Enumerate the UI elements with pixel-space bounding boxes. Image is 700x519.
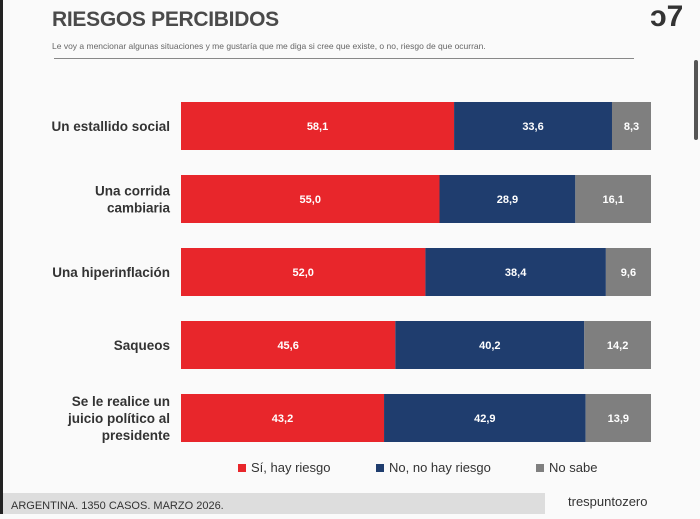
category-label: juicio político al (67, 411, 170, 426)
bar-segment (611, 102, 651, 150)
legend-item-si: Sí, hay riesgo (238, 460, 331, 475)
category-label: Se le realice un (72, 394, 170, 409)
data-label: 38,4 (505, 267, 527, 279)
bar-segment (384, 394, 586, 442)
legend-swatch (238, 463, 246, 472)
data-label: 9,6 (621, 267, 636, 279)
data-label: 40,2 (479, 340, 500, 352)
data-label: 55,0 (300, 194, 321, 206)
bar-segment (181, 248, 426, 296)
bar-segment (395, 321, 585, 369)
page-subtitle: Le voy a mencionar algunas situaciones y… (52, 41, 486, 51)
bar-segment (181, 175, 440, 223)
category-label: Un estallido social (51, 119, 170, 134)
bar-segment (181, 394, 385, 442)
bar-segment (454, 102, 612, 150)
data-label: 42,9 (474, 413, 495, 425)
legend-label: No, no hay riesgo (389, 460, 491, 475)
bar-segment (181, 102, 455, 150)
footer-note: ARGENTINA. 1350 CASOS. MARZO 2026. (3, 493, 545, 514)
data-label: 43,2 (272, 413, 293, 425)
category-label: cambiaria (107, 201, 171, 216)
bar-segment (605, 248, 651, 296)
data-label: 14,2 (607, 340, 628, 352)
brand-logo: trespuntozero (568, 494, 648, 509)
divider (54, 58, 634, 59)
corner-logo-icon: ↄ7 (650, 0, 684, 33)
data-label: 8,3 (624, 121, 639, 133)
legend-swatch (376, 463, 384, 472)
legend-swatch (536, 463, 544, 472)
category-label: Una hiperinflación (52, 265, 170, 280)
bar-segment (425, 248, 606, 296)
legend-item-nosabe: No sabe (536, 460, 597, 475)
legend-label: Sí, hay riesgo (251, 460, 331, 475)
window-frame (0, 0, 3, 514)
bar-segment (584, 321, 651, 369)
category-label: Una corrida (95, 184, 171, 199)
bar-segment (585, 394, 651, 442)
category-label: Saqueos (114, 338, 170, 353)
page-title: RIESGOS PERCIBIDOS (52, 8, 279, 31)
data-label: 28,9 (497, 194, 518, 206)
bar-segment (439, 175, 576, 223)
legend-label: No sabe (549, 460, 598, 475)
data-label: 33,6 (522, 121, 543, 133)
data-label: 45,6 (277, 340, 298, 352)
bar-segment (575, 175, 651, 223)
category-label: presidente (102, 428, 171, 443)
scrollbar[interactable] (694, 60, 698, 140)
data-label: 13,9 (608, 413, 629, 425)
data-label: 52,0 (292, 267, 313, 279)
legend-item-no: No, no hay riesgo (376, 460, 491, 475)
bar-segment (181, 321, 396, 369)
data-label: 58,1 (307, 121, 328, 133)
data-label: 16,1 (602, 194, 623, 206)
